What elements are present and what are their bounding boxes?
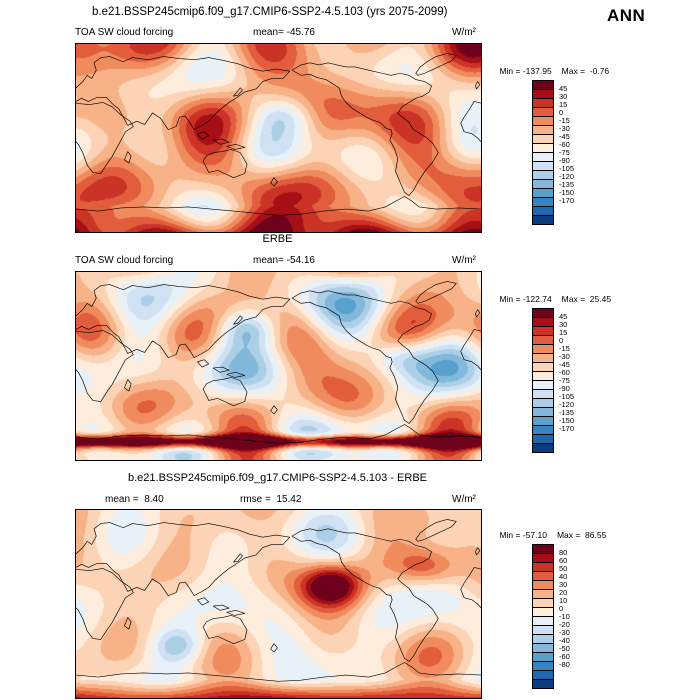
panel3-mean-label: mean = 8.40 [105, 494, 164, 505]
season-label: ANN [607, 6, 646, 25]
panel3-rmse-label: rmse = 15.42 [240, 494, 302, 505]
colorbar-tick-label: -135 [559, 180, 575, 189]
colorbar-tick-label: -105 [559, 164, 575, 173]
colorbar-tick-label: -170 [559, 196, 575, 205]
colorbar-tick-label: 0 [559, 336, 564, 345]
panel2-units-label: W/m² [452, 255, 476, 266]
panel3-coastlines-overlay [76, 510, 481, 698]
colorbar-tick-label: -60 [559, 368, 570, 377]
panel2-map-canvas [76, 272, 481, 460]
colorbar-tick-label: -80 [559, 660, 570, 669]
colorbar-tick-label: -15 [559, 116, 570, 125]
colorbar-tick-label: 20 [559, 588, 568, 597]
colorbar-tick-label: -135 [559, 408, 575, 417]
colorbar-tick-label: 50 [559, 564, 568, 573]
colorbar-tick-label: 10 [559, 596, 568, 605]
panel1-max-label: Max = -0.76 [561, 66, 610, 76]
colorbar-tick-label: -150 [559, 188, 575, 197]
colorbar-swatch [532, 679, 554, 689]
colorbar-tick-label: -105 [559, 392, 575, 401]
panel2-colorbar: 45 30 15 0 -15 -30 -45 -60 -75 -90 -105 -120 -135 -15… [532, 308, 602, 453]
colorbar-tick-label: -75 [559, 376, 570, 385]
colorbar-tick-label: 30 [559, 320, 568, 329]
colorbar-tick-label: -120 [559, 400, 575, 409]
colorbar-tick-label: 15 [559, 100, 568, 109]
panel1-map-canvas [76, 44, 481, 232]
colorbar-tick-label: 40 [559, 572, 568, 581]
colorbar-tick-label: 30 [559, 580, 568, 589]
colorbar-tick-label: -10 [559, 612, 570, 621]
panel3-minmax: Min = -57.10 Max = 86.55 [490, 520, 616, 550]
colorbar-tick-label: -120 [559, 172, 575, 181]
panel1-minmax: Min = -137.95 Max = -0.76 [490, 56, 619, 86]
colorbar-tick-label: -90 [559, 384, 570, 393]
panel3-units-label: W/m² [452, 494, 476, 505]
panel1-map [75, 43, 482, 233]
panel2-max-label: Max = 25.45 [561, 294, 612, 304]
colorbar-tick-label: -170 [559, 424, 575, 433]
panel3-min-label: Min = -57.10 [499, 530, 547, 540]
colorbar-tick-label: 80 [559, 548, 568, 557]
colorbar-swatch [532, 215, 554, 225]
colorbar-tick-label: 0 [559, 604, 564, 613]
colorbar-tick-label: -30 [559, 628, 570, 637]
colorbar-tick-label: 30 [559, 92, 568, 101]
colorbar-tick-label: -45 [559, 132, 570, 141]
panel1-variable-label: TOA SW cloud forcing [75, 27, 174, 38]
panel2-map [75, 271, 482, 461]
panel3-map [75, 509, 482, 699]
panel2-mean-label: mean= -54.16 [253, 255, 315, 266]
panel2-min-label: Min = -122.74 [499, 294, 552, 304]
colorbar-tick-label: -50 [559, 644, 570, 653]
panel2-title: ERBE [262, 233, 293, 245]
panel2-minmax: Min = -122.74 Max = 25.45 [490, 284, 621, 314]
colorbar-tick-label: 45 [559, 84, 568, 93]
panel3-max-label: Max = 86.55 [556, 530, 607, 540]
colorbar-tick-label: -45 [559, 360, 570, 369]
colorbar-tick-label: 0 [559, 108, 564, 117]
colorbar-swatch [532, 443, 554, 453]
colorbar-tick-label: -60 [559, 140, 570, 149]
panel2-variable-label: TOA SW cloud forcing [75, 255, 174, 266]
colorbar-tick-label: 15 [559, 328, 568, 337]
panel1-mean-label: mean= -45.76 [253, 27, 315, 38]
colorbar-tick-label: -150 [559, 416, 575, 425]
colorbar-tick-label: -30 [559, 124, 570, 133]
panel3-map-canvas [76, 510, 481, 698]
colorbar-tick-label: -40 [559, 636, 570, 645]
colorbar-tick-label: -20 [559, 620, 570, 629]
figure-title: b.e21.BSSP245cmip6.f09_g17.CMIP6-SSP2-4.… [92, 6, 448, 18]
colorbar-tick-label: -60 [559, 652, 570, 661]
panel3-title: b.e21.BSSP245cmip6.f09_g17.CMIP6-SSP2-4.… [127, 472, 427, 484]
panel2-coastlines-overlay [76, 272, 481, 460]
colorbar-tick-label: 60 [559, 556, 568, 565]
panel1-units-label: W/m² [452, 27, 476, 38]
colorbar-tick-label: -75 [559, 148, 570, 157]
colorbar-tick-label: -90 [559, 156, 570, 165]
panel1-min-label: Min = -137.95 [499, 66, 552, 76]
panel3-colorbar: 80 60 50 40 30 20 10 0 -10 -20 -30 -40 -50 -60 -80 [532, 544, 602, 689]
colorbar-tick-label: 45 [559, 312, 568, 321]
colorbar-tick-label: -15 [559, 344, 570, 353]
panel1-coastlines-overlay [76, 44, 481, 232]
panel1-colorbar: 45 30 15 0 -15 -30 -45 -60 -75 -90 -105 -120 -135 -15… [532, 80, 602, 225]
colorbar-tick-label: -30 [559, 352, 570, 361]
